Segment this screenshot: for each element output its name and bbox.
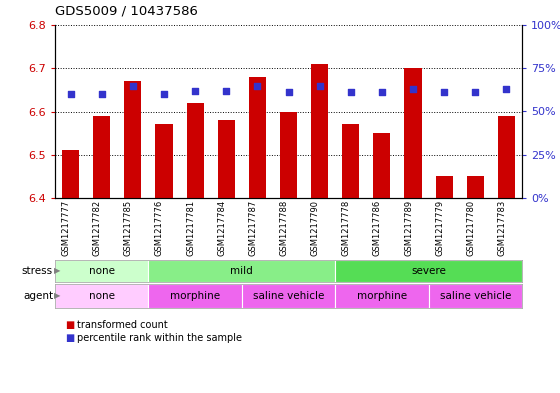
- Text: GSM1217786: GSM1217786: [373, 200, 382, 256]
- Text: GSM1217780: GSM1217780: [466, 200, 475, 256]
- Point: [222, 88, 231, 94]
- Bar: [93, 116, 110, 198]
- Text: percentile rank within the sample: percentile rank within the sample: [77, 333, 242, 343]
- Bar: [428, 284, 522, 308]
- Bar: [335, 284, 428, 308]
- Text: saline vehicle: saline vehicle: [253, 291, 324, 301]
- Bar: [124, 81, 141, 198]
- Point: [377, 89, 386, 95]
- Text: GSM1217783: GSM1217783: [497, 200, 506, 256]
- Bar: [218, 120, 235, 198]
- Bar: [148, 284, 242, 308]
- Text: agent: agent: [23, 291, 53, 301]
- Text: GDS5009 / 10437586: GDS5009 / 10437586: [55, 5, 198, 18]
- Point: [440, 89, 449, 95]
- Bar: [249, 77, 266, 198]
- Text: GSM1217776: GSM1217776: [155, 200, 164, 256]
- Bar: [335, 260, 522, 282]
- Bar: [280, 112, 297, 198]
- Point: [160, 91, 169, 97]
- Point: [346, 89, 355, 95]
- Text: ▶: ▶: [54, 266, 60, 275]
- Bar: [148, 260, 335, 282]
- Bar: [342, 125, 360, 198]
- Bar: [55, 284, 148, 308]
- Text: ■: ■: [65, 320, 74, 330]
- Text: GSM1217789: GSM1217789: [404, 200, 413, 256]
- Text: ■: ■: [65, 333, 74, 343]
- Point: [253, 83, 262, 89]
- Bar: [62, 151, 79, 198]
- Point: [284, 89, 293, 95]
- Point: [128, 83, 137, 89]
- Bar: [156, 125, 172, 198]
- Text: GSM1217790: GSM1217790: [311, 200, 320, 256]
- Text: GSM1217781: GSM1217781: [186, 200, 195, 256]
- Text: GSM1217779: GSM1217779: [435, 200, 444, 256]
- Text: transformed count: transformed count: [77, 320, 168, 330]
- Text: GSM1217777: GSM1217777: [62, 200, 71, 256]
- Point: [502, 86, 511, 92]
- Bar: [186, 103, 204, 198]
- Text: none: none: [88, 266, 115, 276]
- Text: GSM1217785: GSM1217785: [124, 200, 133, 256]
- Bar: [374, 133, 390, 198]
- Point: [409, 86, 418, 92]
- Text: morphine: morphine: [357, 291, 407, 301]
- Text: severe: severe: [411, 266, 446, 276]
- Text: GSM1217787: GSM1217787: [249, 200, 258, 256]
- Bar: [311, 64, 328, 198]
- Text: ▶: ▶: [54, 292, 60, 301]
- Point: [315, 83, 324, 89]
- Text: GSM1217788: GSM1217788: [279, 200, 288, 256]
- Text: morphine: morphine: [170, 291, 220, 301]
- Point: [97, 91, 106, 97]
- Bar: [404, 68, 422, 198]
- Point: [471, 89, 480, 95]
- Text: GSM1217782: GSM1217782: [93, 200, 102, 256]
- Text: stress: stress: [22, 266, 53, 276]
- Text: none: none: [88, 291, 115, 301]
- Text: GSM1217784: GSM1217784: [217, 200, 226, 256]
- Text: mild: mild: [230, 266, 253, 276]
- Point: [66, 91, 75, 97]
- Bar: [498, 116, 515, 198]
- Text: GSM1217778: GSM1217778: [342, 200, 351, 256]
- Bar: [55, 260, 148, 282]
- Bar: [242, 284, 335, 308]
- Point: [190, 88, 199, 94]
- Bar: [436, 176, 452, 198]
- Bar: [466, 176, 484, 198]
- Text: saline vehicle: saline vehicle: [440, 291, 511, 301]
